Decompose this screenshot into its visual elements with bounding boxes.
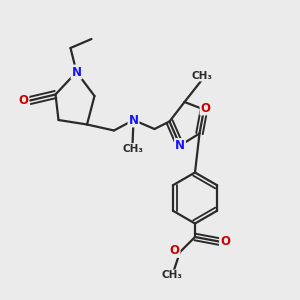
- Text: CH₃: CH₃: [192, 70, 213, 81]
- Text: N: N: [71, 65, 82, 79]
- Text: N: N: [128, 113, 139, 127]
- Text: N: N: [175, 139, 185, 152]
- Text: CH₃: CH₃: [162, 270, 183, 280]
- Text: O: O: [18, 94, 28, 107]
- Text: O: O: [220, 235, 230, 248]
- Text: O: O: [169, 244, 180, 257]
- Text: O: O: [200, 101, 211, 115]
- Text: CH₃: CH₃: [122, 144, 143, 154]
